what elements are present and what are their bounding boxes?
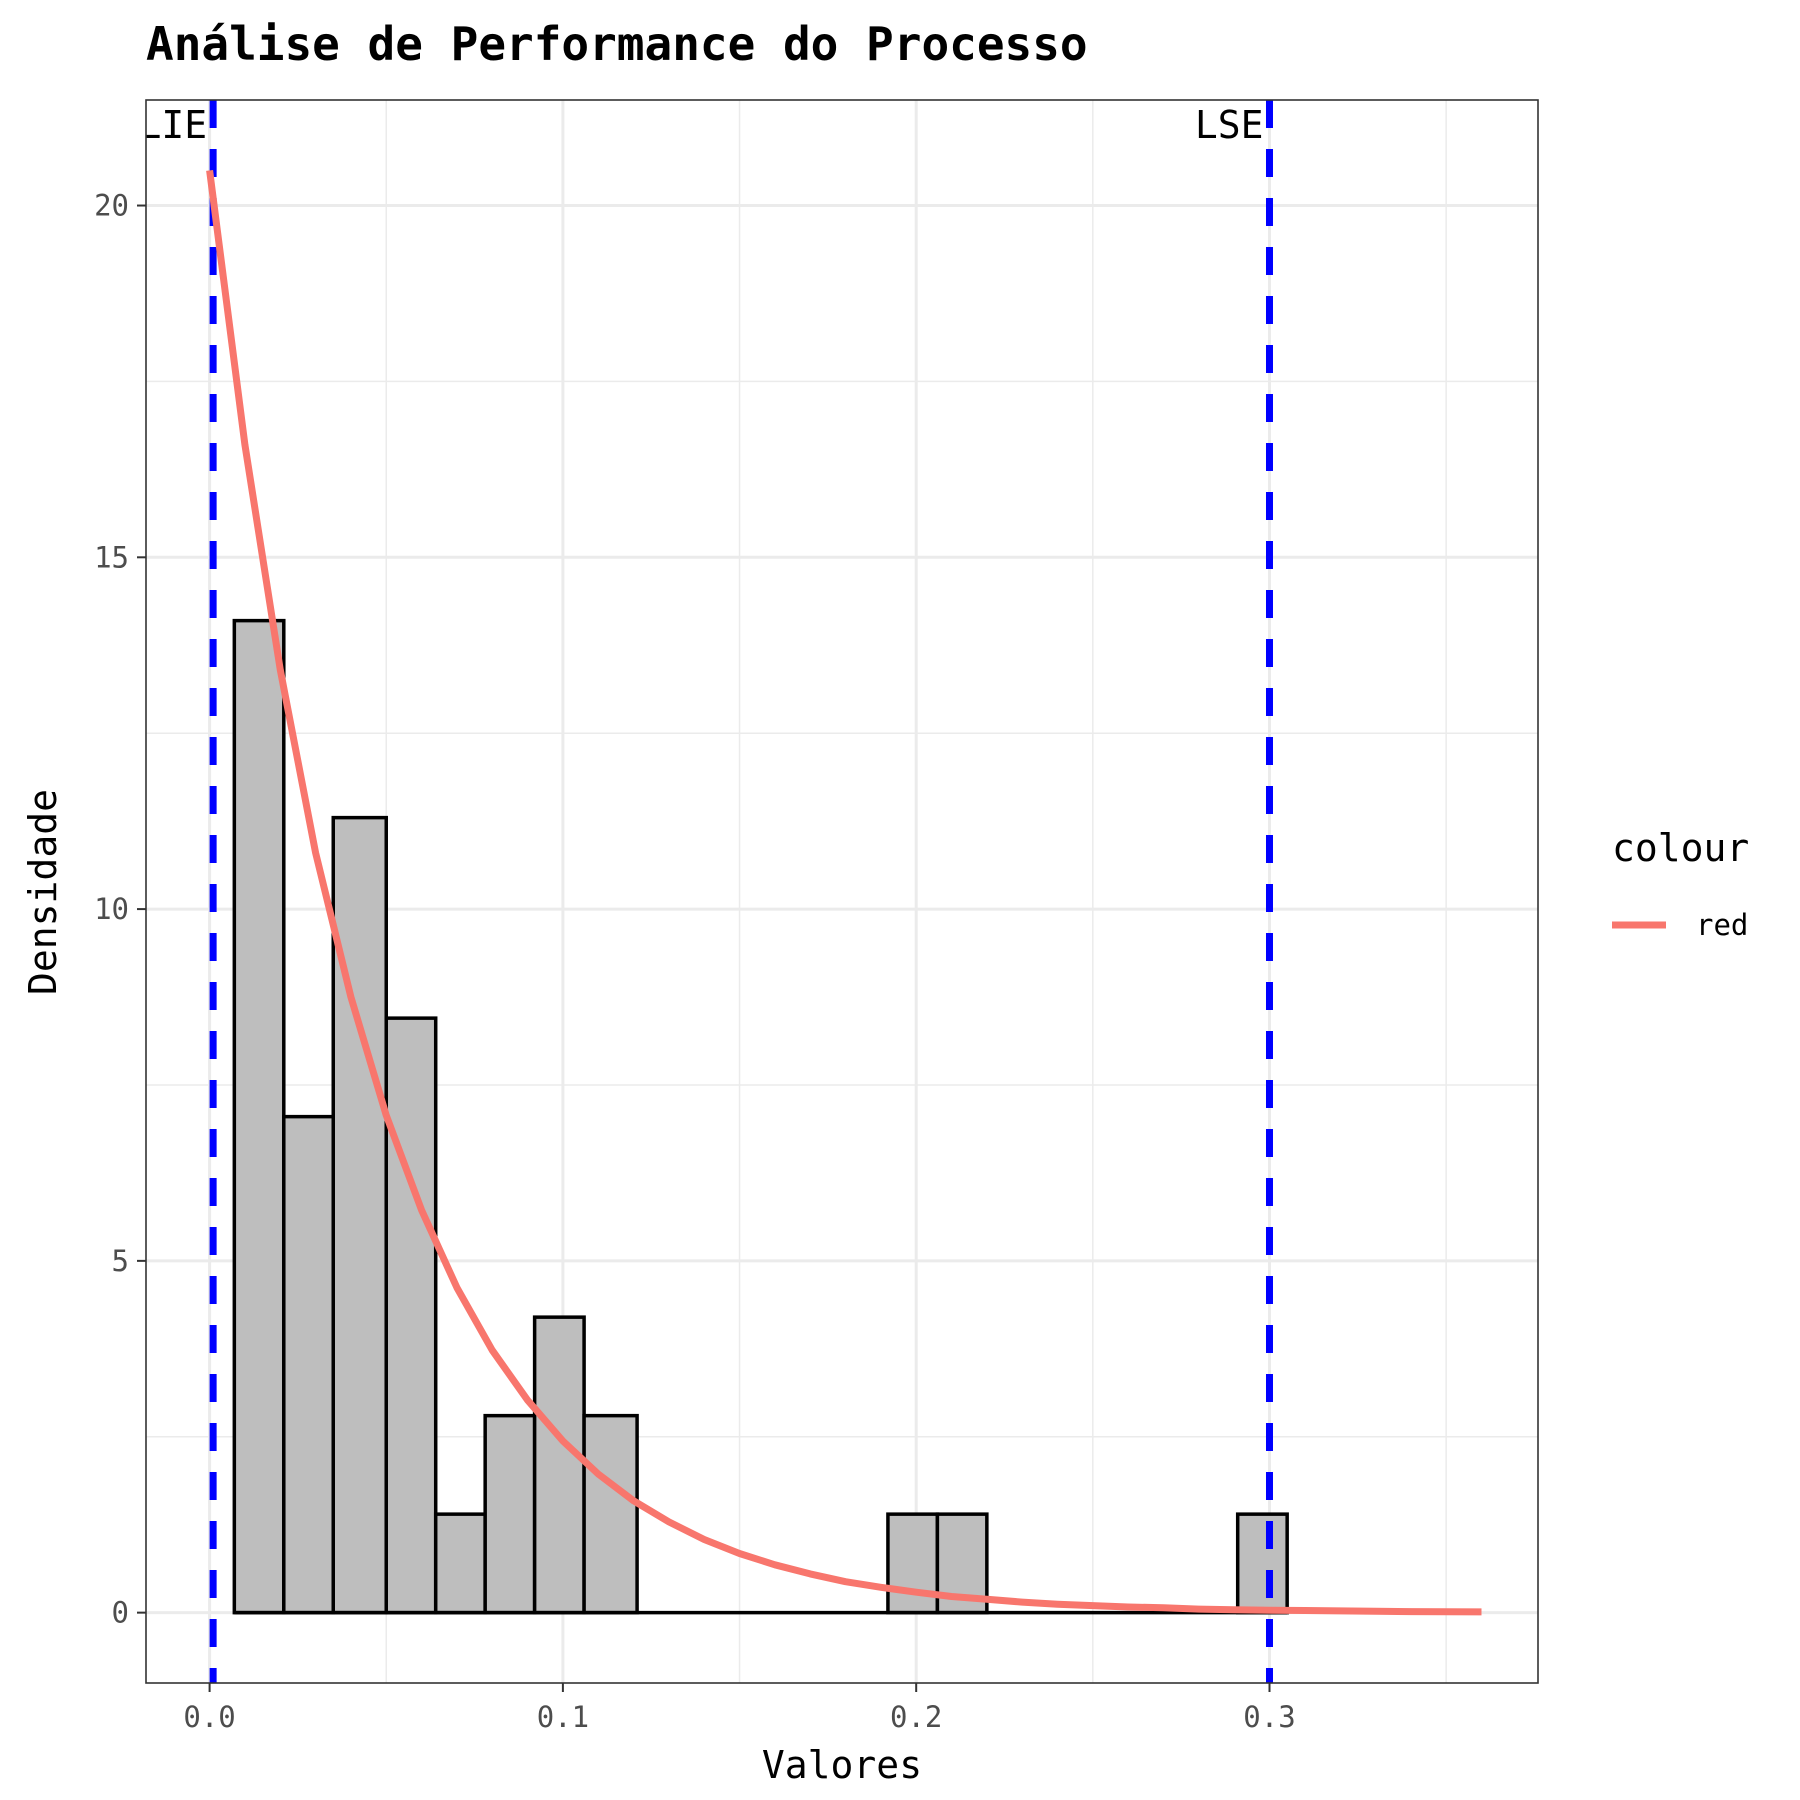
legend-entries: red — [1612, 908, 1748, 942]
chart-title: Análise de Performance do Processo — [146, 17, 1088, 71]
histogram-bar — [282, 1114, 335, 1615]
histogram-bar — [483, 1413, 537, 1615]
histogram-bar — [886, 1512, 940, 1615]
spec-limit-lines — [209, 100, 1273, 1683]
histogram-bar — [1235, 1512, 1289, 1615]
histogram-bar — [384, 1016, 438, 1615]
y-tick-label: 10 — [94, 892, 129, 926]
x-tick-label: 0.0 — [183, 1700, 235, 1734]
histogram-bar — [433, 1512, 487, 1615]
histogram-bar — [232, 618, 286, 1615]
y-tick-label: 20 — [94, 189, 129, 223]
legend-title: colour — [1612, 826, 1749, 870]
y-axis-title: Densidade — [21, 789, 65, 995]
x-axis-title: Valores — [762, 1743, 922, 1787]
x-tick-label: 0.3 — [1243, 1700, 1295, 1734]
histogram-bar — [532, 1315, 586, 1615]
spec-limit-label-lie: LIE — [138, 103, 207, 147]
y-tick-label: 15 — [94, 540, 129, 574]
y-tick-label: 5 — [112, 1244, 129, 1278]
spec-limit-labels: LIE LSE — [138, 103, 1264, 147]
histogram-bar — [331, 815, 388, 1615]
histogram-bar — [582, 1413, 639, 1615]
legend: colour red — [1612, 826, 1749, 942]
plot-panel-border — [145, 99, 1539, 1684]
spec-limit-label-lse: LSE — [1195, 103, 1264, 147]
legend-label-red: red — [1696, 908, 1748, 942]
density-curve — [206, 169, 1482, 1616]
x-tick-label: 0.1 — [537, 1700, 589, 1734]
density-curve-layer — [206, 169, 1482, 1616]
minor-gridlines — [146, 100, 1538, 1683]
x-axis: 0.0 0.1 0.2 0.3 — [183, 1683, 1296, 1734]
y-axis: 0 5 10 15 20 — [94, 189, 146, 1630]
y-tick-label: 0 — [112, 1596, 129, 1630]
x-tick-label: 0.2 — [890, 1700, 942, 1734]
